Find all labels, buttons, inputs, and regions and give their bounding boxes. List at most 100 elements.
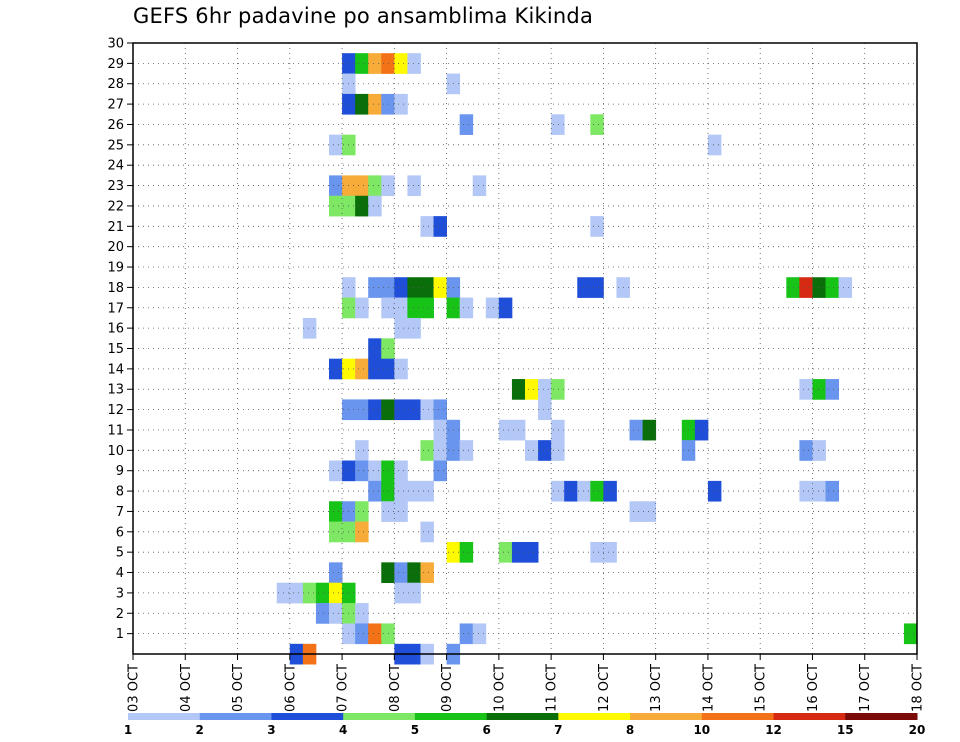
legend-swatch	[701, 713, 775, 720]
heatmap-cell	[551, 114, 565, 135]
legend: 1 2 3 4 5 6 7 8 10 12 15 20	[124, 713, 926, 737]
heatmap-cell	[355, 623, 369, 645]
y-tick-label: 1	[116, 627, 124, 642]
heatmap-cell	[485, 297, 500, 319]
y-tick-label: 3	[116, 586, 124, 601]
x-tick-label: 06 OCT	[283, 664, 298, 712]
heatmap-cell	[603, 480, 617, 502]
heatmap-cell	[694, 419, 709, 441]
grid-lines	[133, 43, 917, 654]
heatmap-cell	[329, 582, 343, 604]
heatmap-cell	[394, 399, 408, 421]
y-tick-label: 17	[107, 301, 124, 316]
y-tick-label: 8	[116, 485, 124, 500]
heatmap-cell	[433, 216, 447, 237]
heatmap-cell	[825, 379, 839, 400]
legend-label: 12	[765, 723, 782, 737]
heatmap-cell	[329, 134, 343, 156]
heatmap-cell	[355, 460, 369, 482]
heatmap-cell	[433, 277, 447, 298]
x-tick-label: 03 OCT	[127, 664, 142, 712]
y-tick-label: 28	[107, 77, 124, 92]
heatmap-cell	[903, 623, 918, 645]
heatmap-cell	[538, 440, 552, 461]
legend-label: 6	[482, 723, 490, 737]
heatmap-cell	[368, 399, 382, 421]
legend-swatch	[845, 713, 918, 720]
heatmap-cell	[394, 317, 408, 339]
chart-title: GEFS 6hr padavine po ansamblima Kikinda	[133, 4, 594, 28]
legend-label: 4	[339, 723, 347, 737]
legend-label: 8	[626, 723, 634, 737]
heatmap-cell	[642, 419, 657, 441]
x-tick-label: 12 OCT	[597, 664, 612, 712]
y-tick-label: 27	[107, 98, 124, 113]
heatmap-cell	[355, 175, 369, 197]
legend-label: 15	[837, 723, 854, 737]
heatmap-cell	[407, 562, 421, 584]
x-tick-label: 15 OCT	[754, 664, 769, 712]
heatmap-cell	[394, 358, 408, 380]
heatmap-cell	[707, 480, 722, 502]
heatmap-cell	[368, 93, 382, 115]
y-tick-label: 29	[107, 57, 124, 72]
legend-label: 20	[909, 723, 926, 737]
heatmap-cell	[355, 195, 369, 217]
legend-swatch	[630, 713, 703, 720]
heatmap-cell	[825, 480, 839, 502]
heatmap-cell	[603, 541, 617, 563]
heatmap-cell	[355, 603, 369, 624]
heatmap-cell	[812, 480, 826, 502]
legend-label: 2	[196, 723, 204, 737]
x-tick-label: 08 OCT	[388, 664, 403, 712]
heatmap-cell	[394, 582, 408, 604]
y-tick-label: 30	[107, 37, 124, 52]
heatmap-cell	[538, 379, 552, 400]
heatmap-cell	[302, 317, 317, 339]
legend-label: 1	[124, 723, 132, 737]
heatmap-cell	[420, 297, 434, 319]
heatmap-cell	[825, 277, 839, 298]
heatmap-cell	[368, 195, 382, 217]
y-tick-label: 10	[107, 444, 124, 459]
heatmap-cell	[315, 603, 330, 624]
y-tick-label: 11	[107, 423, 124, 438]
legend-swatch	[558, 713, 631, 720]
heatmap-cell	[368, 358, 382, 380]
heatmap-cell	[577, 480, 591, 502]
legend-label: 5	[411, 723, 419, 737]
heatmap-cell	[525, 541, 539, 563]
heatmap-cell	[472, 623, 487, 645]
legend-swatch	[199, 713, 272, 720]
heatmap-cell	[407, 297, 421, 319]
heatmap-cell	[498, 541, 513, 563]
y-tick-label: 2	[116, 607, 124, 622]
x-tick-label: 07 OCT	[336, 664, 351, 712]
heatmap-cell	[459, 440, 474, 461]
heatmap-cell	[368, 460, 382, 482]
heatmap-cell	[355, 358, 369, 380]
heatmap-cell	[329, 603, 343, 624]
heatmap-cell	[577, 277, 591, 298]
x-tick-label: 18 OCT	[911, 664, 926, 712]
heatmap-cell	[407, 480, 421, 502]
heatmap-cell	[329, 460, 343, 482]
heatmap-cell	[590, 216, 604, 237]
y-tick-label: 14	[107, 362, 124, 377]
y-tick-label: 6	[116, 525, 124, 540]
y-tick-label: 22	[107, 199, 124, 214]
heatmap-cell	[394, 53, 408, 74]
heatmap-cell	[302, 582, 317, 604]
y-tick-label: 13	[107, 383, 124, 398]
heatmap-cell	[289, 582, 304, 604]
x-tick-label: 13 OCT	[649, 664, 664, 712]
heatmap-cell	[394, 501, 408, 522]
x-tick-label: 10 OCT	[492, 664, 507, 712]
heatmap-cell	[812, 379, 826, 400]
heatmap-cell	[472, 175, 487, 197]
heatmap-cell	[355, 440, 369, 461]
heatmap-cell	[838, 277, 853, 298]
x-tick-label: 17 OCT	[858, 664, 873, 712]
heatmap-cell	[459, 114, 474, 135]
